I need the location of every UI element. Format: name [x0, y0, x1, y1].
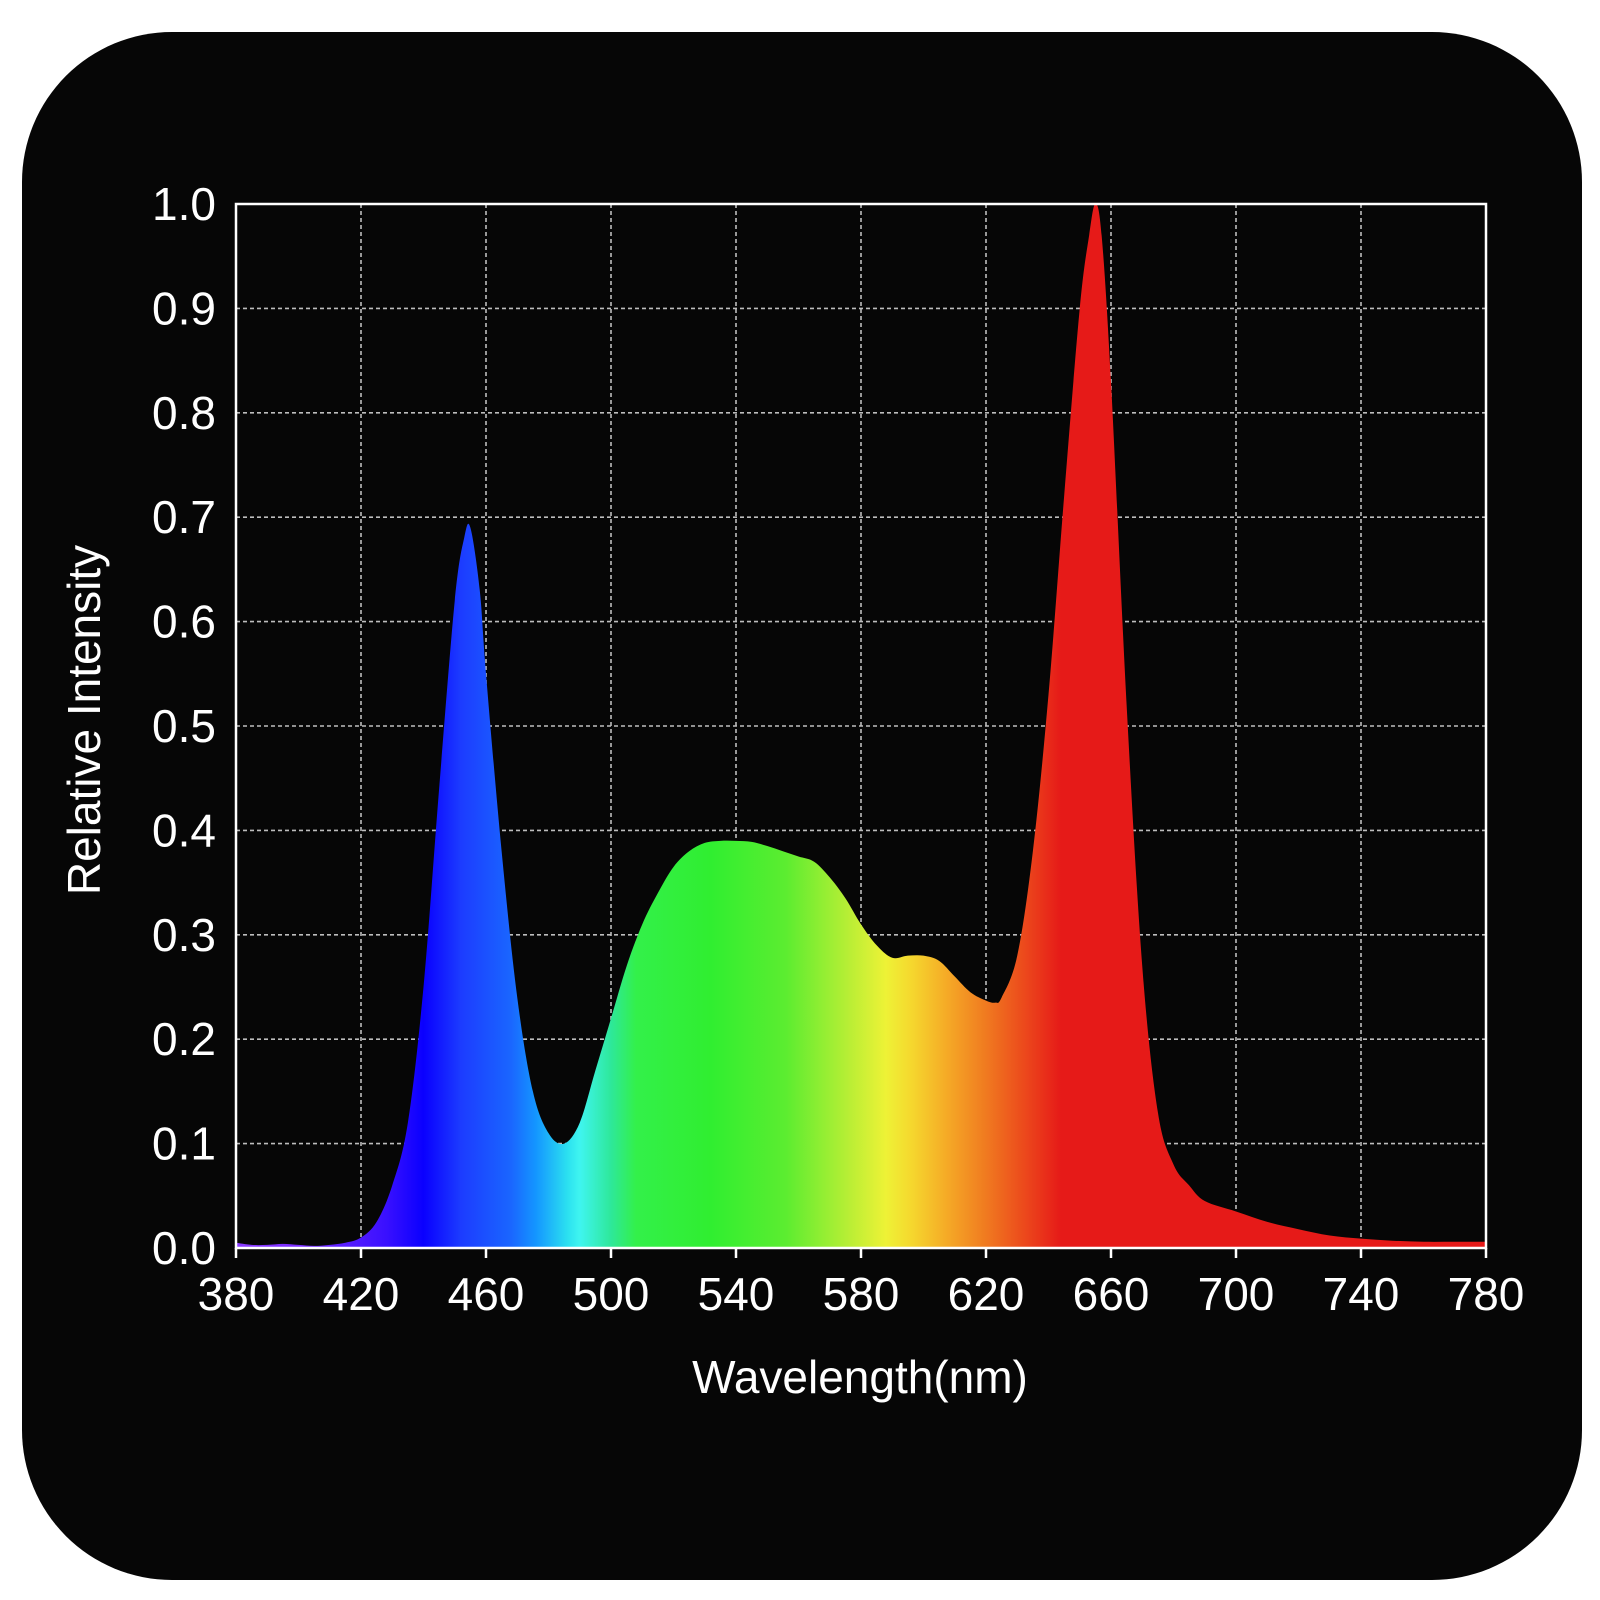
y-tick-label: 0.7 — [152, 491, 216, 543]
x-tick-label: 780 — [1448, 1268, 1525, 1320]
y-tick-label: 0.0 — [152, 1222, 216, 1274]
y-axis-title: Relative Intensity — [58, 545, 110, 895]
y-tick-label: 1.0 — [152, 178, 216, 230]
y-tick-label: 0.4 — [152, 804, 216, 856]
x-tick-label: 700 — [1198, 1268, 1275, 1320]
x-tick-label: 420 — [323, 1268, 400, 1320]
x-tick-label: 380 — [198, 1268, 275, 1320]
axes — [234, 202, 1488, 1258]
y-tick-label: 0.9 — [152, 282, 216, 334]
x-tick-label: 500 — [573, 1268, 650, 1320]
y-tick-label: 0.8 — [152, 387, 216, 439]
x-tick-label: 620 — [948, 1268, 1025, 1320]
x-tick-labels: 380 420 460 500 540 580 620 660 700 740 780 — [198, 1268, 1525, 1320]
x-tick-label: 740 — [1323, 1268, 1400, 1320]
spectrum-area — [236, 204, 1486, 1248]
x-tick-label: 540 — [698, 1268, 775, 1320]
y-tick-label: 0.5 — [152, 700, 216, 752]
y-tick-label: 0.3 — [152, 909, 216, 961]
x-axis-title: Wavelength(nm) — [692, 1351, 1028, 1403]
x-tick-label: 580 — [823, 1268, 900, 1320]
y-tick-label: 0.1 — [152, 1118, 216, 1170]
chart-panel — [22, 32, 1582, 1580]
x-tick-label: 660 — [1073, 1268, 1150, 1320]
x-tick-label: 460 — [448, 1268, 525, 1320]
y-tick-label: 0.6 — [152, 596, 216, 648]
y-tick-label: 0.2 — [152, 1013, 216, 1065]
y-tick-labels: 0.0 0.1 0.2 0.3 0.4 0.5 0.6 0.7 0.8 0.9 1.0 — [152, 178, 216, 1274]
